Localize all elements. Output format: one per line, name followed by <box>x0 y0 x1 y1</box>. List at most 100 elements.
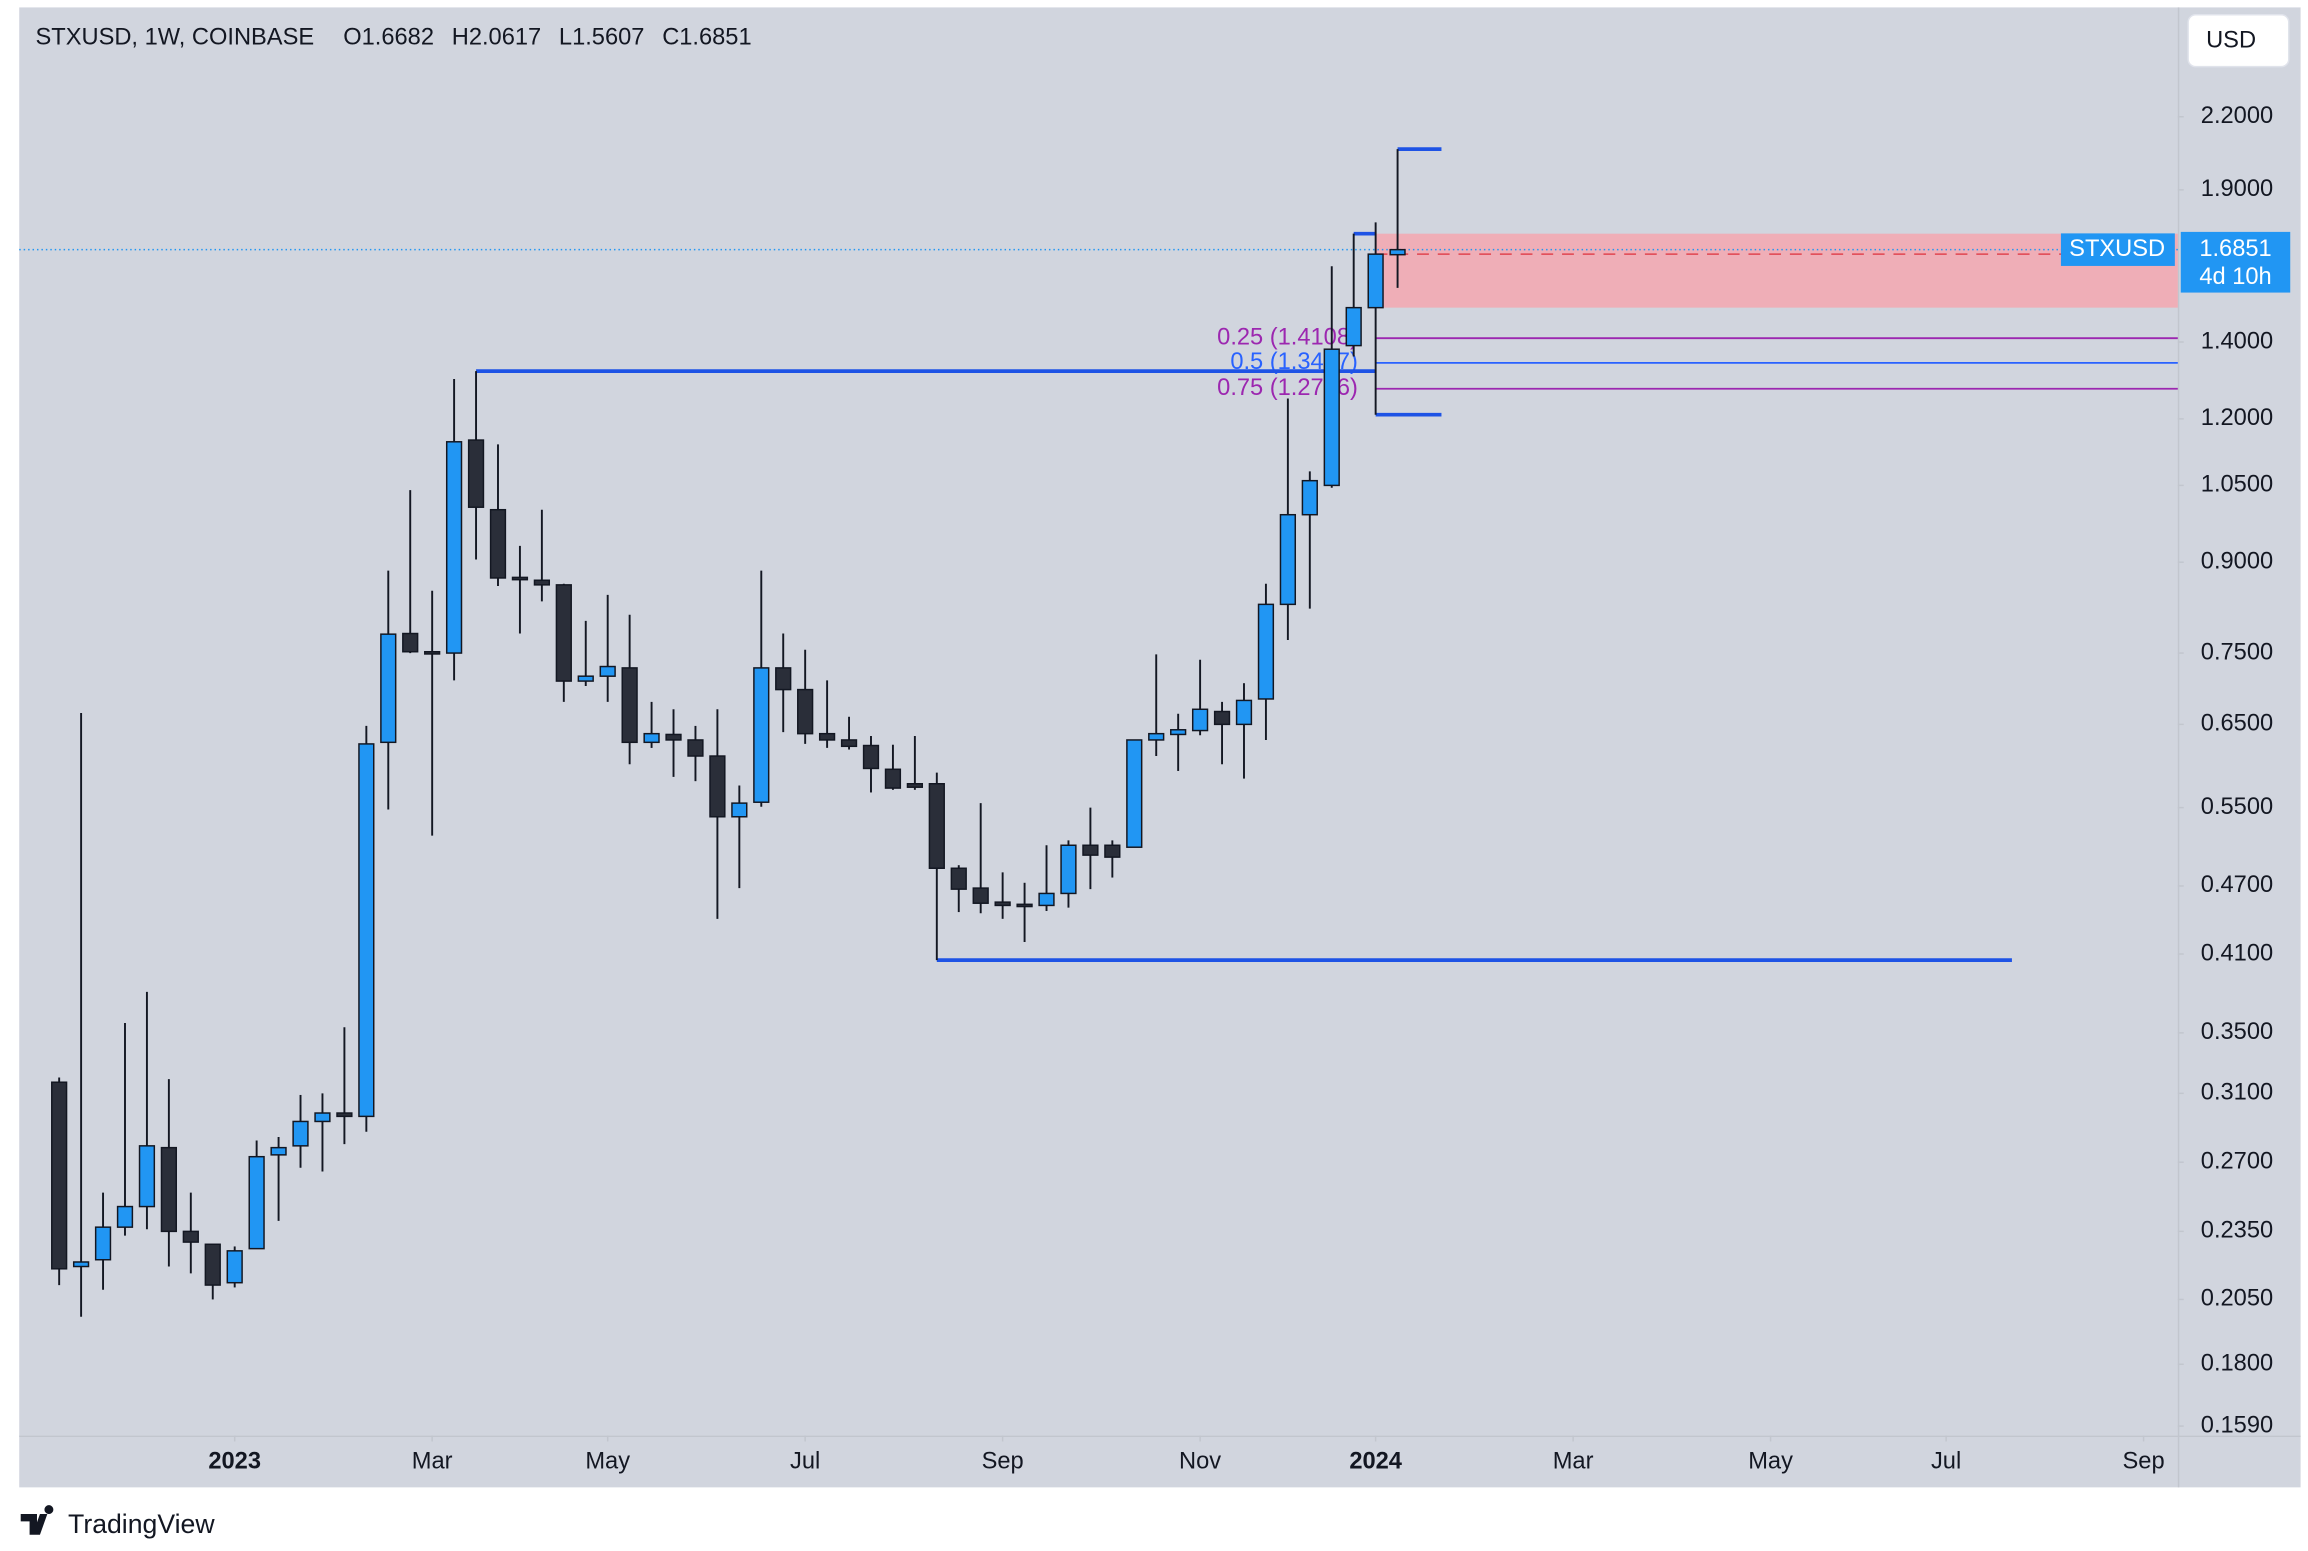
y-tick-label: 0.2350 <box>2201 1218 2273 1244</box>
x-tick-label: Mar <box>412 1448 453 1474</box>
y-tick-label: 0.3100 <box>2201 1080 2273 1106</box>
candle-body <box>116 1205 134 1228</box>
candle-body <box>94 1226 112 1261</box>
candle-body <box>1060 844 1077 895</box>
candle-body <box>1367 253 1384 309</box>
y-tick-label: 0.1590 <box>2201 1412 2273 1438</box>
candle-body <box>160 1146 178 1233</box>
candle-body <box>775 667 792 691</box>
candle-body <box>1213 710 1231 726</box>
candle-body <box>1345 306 1362 347</box>
y-tick-label: 0.3500 <box>2201 1019 2273 1045</box>
candle-body <box>489 508 507 579</box>
y-tick-label: 0.9000 <box>2201 548 2273 574</box>
candle-body <box>972 887 989 904</box>
candle-body <box>467 439 485 508</box>
ohlc-value: H2.0617 <box>452 25 541 51</box>
candle-body <box>950 867 967 890</box>
ohlc-value: L1.5607 <box>559 25 645 51</box>
candle-body <box>884 768 902 789</box>
x-tick-label: Nov <box>1179 1448 1221 1474</box>
fib-label: 0.25 (1.4108) <box>1217 324 1358 350</box>
x-tick-label: May <box>585 1448 630 1474</box>
price-tag-label: 1.6851 <box>2199 236 2271 262</box>
y-tick-label: 0.4100 <box>2201 940 2273 966</box>
candle-body <box>1235 699 1253 726</box>
candle-body <box>424 650 441 655</box>
x-tick-label: Jul <box>790 1448 820 1474</box>
ohlc-value: C1.6851 <box>662 25 751 51</box>
candle-body <box>1389 248 1406 256</box>
x-tick-label: Sep <box>982 1448 1024 1474</box>
candle-body <box>1126 739 1143 848</box>
x-tick-label: 2024 <box>1349 1448 1402 1474</box>
candle-body <box>336 1112 353 1118</box>
x-tick-label: 2023 <box>208 1448 261 1474</box>
y-tick-label: 1.9000 <box>2201 176 2273 202</box>
candle-body <box>511 576 529 581</box>
y-tick-label: 0.7500 <box>2201 639 2273 665</box>
candle-body <box>1016 903 1033 908</box>
candle-body <box>1104 844 1121 858</box>
candle-body <box>1279 513 1297 606</box>
candle-body <box>818 732 836 741</box>
candle-body <box>270 1146 287 1156</box>
candle-body <box>358 743 375 1118</box>
candle-body <box>292 1120 309 1147</box>
y-tick-label: 0.6500 <box>2201 711 2273 737</box>
x-tick-label: Jul <box>1931 1448 1961 1474</box>
candle-body <box>1148 732 1165 741</box>
candle-body <box>402 632 419 653</box>
candle-body <box>314 1112 331 1123</box>
candle-body <box>1038 892 1055 907</box>
y-tick-label: 0.2700 <box>2201 1148 2273 1174</box>
y-tick-label: 1.4000 <box>2201 328 2273 354</box>
candle-body <box>555 584 572 682</box>
candle-body <box>643 732 660 744</box>
candle-body <box>1191 708 1209 732</box>
candle-body <box>599 665 616 677</box>
candle-body <box>709 755 726 818</box>
y-tick-label: 1.2000 <box>2201 405 2273 431</box>
candle-body <box>226 1250 243 1284</box>
candle-body <box>72 1261 90 1268</box>
candle-body <box>731 802 748 818</box>
symbol-tag <box>2060 233 2175 266</box>
ohlc-value: O1.6682 <box>343 25 434 51</box>
candle-body <box>1323 348 1340 487</box>
symbol-info: STXUSD, 1W, COINBASE <box>36 25 315 51</box>
candle-body <box>928 783 945 869</box>
candle-body <box>906 783 924 788</box>
candle-body <box>1257 603 1275 700</box>
y-tick-label: 0.2050 <box>2201 1286 2273 1312</box>
plot-area: 0.25 (1.4108)0.5 (1.3427)0.75 (1.2746) <box>19 147 2178 1317</box>
candle-body <box>621 667 638 744</box>
currency-label[interactable]: USD <box>2206 28 2256 54</box>
candle-body <box>1301 479 1318 516</box>
currency-button[interactable] <box>2187 14 2290 68</box>
candle-body <box>577 675 594 682</box>
ohlc-values: O1.6682 H2.0617 L1.5607 C1.6851 <box>343 25 751 51</box>
candle-body <box>380 633 397 744</box>
tradingview-logo <box>20 1505 54 1535</box>
y-tick-label: 1.0500 <box>2201 472 2273 498</box>
candle-body <box>994 901 1011 907</box>
candle-body <box>797 688 814 735</box>
candle-body <box>533 579 551 586</box>
footer-brand: TradingView <box>68 1509 215 1539</box>
countdown-label: 4d 10h <box>2199 264 2271 290</box>
candle-body <box>687 739 704 757</box>
x-tick-label: Mar <box>1553 1448 1594 1474</box>
candle-body <box>182 1230 199 1243</box>
candle-body <box>840 739 858 748</box>
candle-body <box>1082 844 1099 856</box>
candle-body <box>753 667 770 803</box>
candle-body <box>1170 729 1187 736</box>
candle-body <box>665 733 682 741</box>
price-tag <box>2180 231 2291 293</box>
y-tick-label: 0.4700 <box>2201 872 2273 898</box>
candle-body <box>445 441 463 654</box>
symbol-tag-label: STXUSD <box>2069 236 2165 262</box>
y-tick-label: 0.5500 <box>2201 794 2273 820</box>
